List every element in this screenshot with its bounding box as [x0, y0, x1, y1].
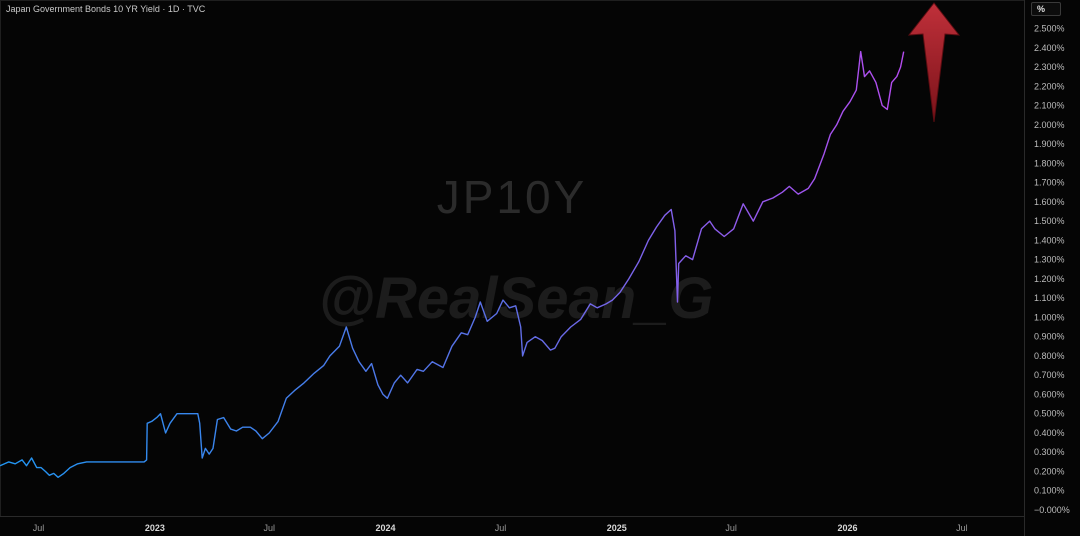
y-tick-label: 1.000% [1034, 312, 1065, 322]
y-tick-label: 2.300% [1034, 62, 1065, 72]
y-tick-label: 0.500% [1034, 409, 1065, 419]
y-tick-label: 1.300% [1034, 255, 1065, 265]
y-tick-label: 2.200% [1034, 81, 1065, 91]
y-tick-label: 1.100% [1034, 293, 1065, 303]
y-tick-label: 2.000% [1034, 120, 1065, 130]
y-tick-label: −0.000% [1034, 505, 1070, 515]
y-tick-label: 2.400% [1034, 43, 1065, 53]
y-tick-label: 2.500% [1034, 24, 1065, 34]
plot-frame [0, 0, 1025, 517]
y-tick-label: 0.800% [1034, 351, 1065, 361]
x-tick-label: 2026 [837, 523, 857, 533]
y-tick-label: 1.400% [1034, 235, 1065, 245]
chart-title: Japan Government Bonds 10 YR Yield · 1D … [6, 4, 206, 14]
x-tick-label: 2025 [607, 523, 627, 533]
y-tick-label: 1.600% [1034, 197, 1065, 207]
y-tick-label: 0.100% [1034, 486, 1065, 496]
series-line [0, 50, 905, 478]
x-tick-label: 2024 [375, 523, 395, 533]
y-tick-label: 1.700% [1034, 178, 1065, 188]
arrow-up-icon [907, 2, 961, 123]
y-tick-label: 0.600% [1034, 389, 1065, 399]
y-tick-label: 1.900% [1034, 139, 1065, 149]
y-tick-label: 0.200% [1034, 466, 1065, 476]
x-tick-label: Jul [725, 523, 737, 533]
x-tick-label: 2023 [145, 523, 165, 533]
x-tick-label: Jul [495, 523, 507, 533]
watermark-handle: @RealSean_G [318, 266, 713, 331]
unit-toggle-button[interactable]: % [1031, 2, 1061, 16]
y-tick-label: 2.100% [1034, 101, 1065, 111]
y-tick-label: 0.700% [1034, 370, 1065, 380]
y-tick-label: 1.800% [1034, 158, 1065, 168]
y-tick-label: 0.900% [1034, 332, 1065, 342]
y-tick-label: 1.500% [1034, 216, 1065, 226]
y-tick-label: 0.300% [1034, 447, 1065, 457]
x-tick-label: Jul [956, 523, 968, 533]
x-tick-label: Jul [33, 523, 45, 533]
y-tick-label: 0.400% [1034, 428, 1065, 438]
y-tick-label: 1.200% [1034, 274, 1065, 284]
x-tick-label: Jul [263, 523, 275, 533]
watermark-symbol: JP10Y [437, 171, 588, 223]
